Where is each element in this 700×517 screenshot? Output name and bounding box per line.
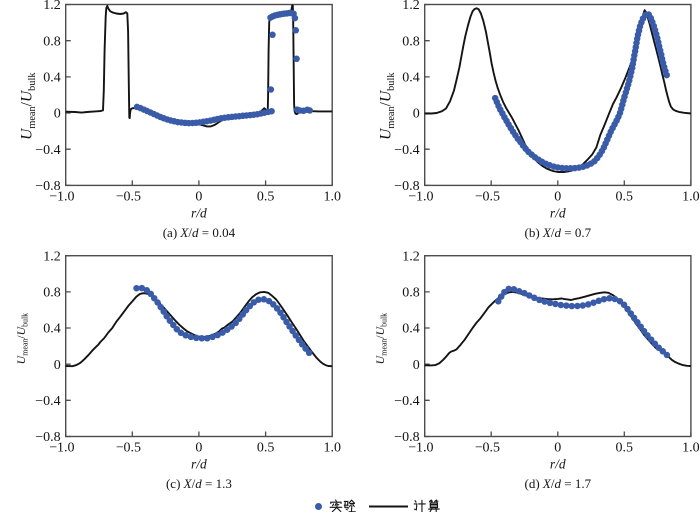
svg-text:r/d: r/d [191,457,207,472]
svg-text:r/d: r/d [550,205,566,220]
svg-text:(b) X/d = 0.7: (b) X/d = 0.7 [525,225,592,240]
svg-text:0: 0 [413,107,420,122]
svg-text:−: − [475,189,483,204]
svg-text:0.4: 0.4 [43,71,61,86]
svg-text:0: 0 [413,358,420,373]
svg-text:0.5: 0.5 [124,189,142,204]
svg-text:−: − [49,441,57,456]
svg-text:−: − [116,441,124,456]
svg-text:0: 0 [195,189,202,204]
svg-text:−: − [49,189,57,204]
svg-text:−: − [116,189,124,204]
svg-text:1.2: 1.2 [402,0,420,13]
svg-text:0: 0 [554,189,561,204]
svg-text:−0.8: −0.8 [35,430,60,445]
svg-text:0.8: 0.8 [43,286,61,301]
svg-text:Umean/Ubulk: Umean/Ubulk [373,313,388,365]
svg-text:0.4: 0.4 [43,322,61,337]
svg-text:1.0: 1.0 [57,189,75,204]
svg-text:1.0: 1.0 [416,189,434,204]
svg-text:−0.4: −0.4 [35,143,60,158]
svg-text:r/d: r/d [550,457,566,472]
svg-text:0: 0 [54,107,61,122]
svg-text:−: − [408,189,416,204]
svg-text:0.5: 0.5 [616,441,634,456]
svg-text:1.0: 1.0 [416,441,434,456]
svg-text:Umean/Ubulk: Umean/Ubulk [378,72,397,140]
svg-text:0.5: 0.5 [482,441,500,456]
svg-text:1.2: 1.2 [402,249,420,264]
svg-text:0.4: 0.4 [402,71,420,86]
svg-text:0.4: 0.4 [402,322,420,337]
svg-text:1.2: 1.2 [43,249,61,264]
svg-text:−0.4: −0.4 [394,143,419,158]
svg-text:0.5: 0.5 [616,189,634,204]
svg-text:0.5: 0.5 [124,441,142,456]
svg-text:1.2: 1.2 [43,0,61,13]
svg-text:0.8: 0.8 [402,34,420,49]
svg-text:0: 0 [54,358,61,373]
svg-text:1.0: 1.0 [57,441,75,456]
svg-text:−0.8: −0.8 [35,179,60,194]
svg-text:0: 0 [195,441,202,456]
svg-text:(c) X/d = 1.3: (c) X/d = 1.3 [166,476,232,491]
svg-text:0.5: 0.5 [257,189,275,204]
svg-text:(a) X/d = 0.04: (a) X/d = 0.04 [163,225,236,240]
svg-text:−0.8: −0.8 [394,179,419,194]
svg-text:−0.8: −0.8 [394,430,419,445]
svg-text:1.0: 1.0 [682,441,700,456]
svg-text:0.5: 0.5 [482,189,500,204]
svg-text:(d) X/d = 1.7: (d) X/d = 1.7 [525,476,592,491]
svg-text:0.8: 0.8 [402,286,420,301]
svg-text:0.8: 0.8 [43,34,61,49]
svg-text:Umean/Ubulk: Umean/Ubulk [14,313,29,365]
svg-text:0: 0 [554,441,561,456]
svg-text:1.0: 1.0 [323,189,341,204]
svg-text:−0.4: −0.4 [394,394,419,409]
svg-text:1.0: 1.0 [682,189,700,204]
svg-text:−0.4: −0.4 [35,394,60,409]
svg-text:−: − [475,441,483,456]
svg-text:r/d: r/d [191,205,207,220]
svg-text:−: − [408,441,416,456]
svg-text:1.0: 1.0 [323,441,341,456]
svg-text:0.5: 0.5 [257,441,275,456]
svg-text:Umean/Ubulk: Umean/Ubulk [19,72,38,140]
